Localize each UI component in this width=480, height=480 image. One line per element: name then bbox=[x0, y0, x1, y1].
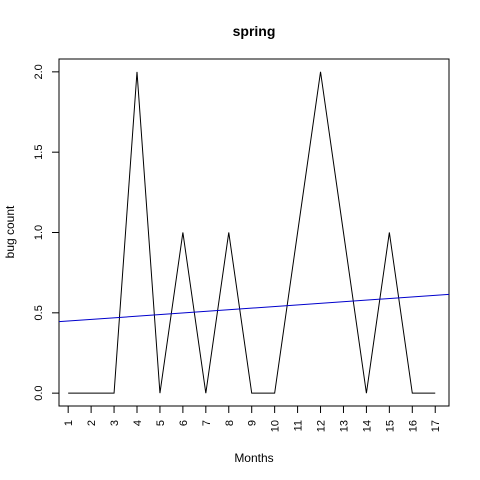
plot-area: 1 2 3 4 5 6 7 8 9 10 11 12 13 14 15 16 170.00.51.01.52.0 bbox=[33, 58, 450, 432]
y-tick-label: 1.0 bbox=[33, 225, 45, 240]
x-tick-label: 7 bbox=[201, 420, 213, 426]
x-tick-label: 5 bbox=[155, 420, 167, 426]
x-tick-label: 1 bbox=[63, 420, 75, 426]
chart-title: spring bbox=[233, 23, 276, 39]
y-tick-label: 0.0 bbox=[33, 385, 45, 400]
x-tick-label: 17 bbox=[430, 420, 442, 432]
x-tick-label: 2 bbox=[86, 420, 98, 426]
y-axis-label: bug count bbox=[3, 205, 17, 258]
x-tick-label: 16 bbox=[407, 420, 419, 432]
trend-line bbox=[58, 293, 450, 323]
x-tick-label: 6 bbox=[178, 420, 190, 426]
x-tick-label: 8 bbox=[224, 420, 236, 426]
x-tick-label: 10 bbox=[270, 420, 282, 432]
y-tick-label: 1.5 bbox=[33, 145, 45, 160]
x-tick-label: 13 bbox=[338, 420, 350, 432]
y-tick-label: 0.5 bbox=[33, 305, 45, 320]
y-tick-label: 2.0 bbox=[33, 64, 45, 79]
x-axis-label: Months bbox=[234, 451, 273, 465]
x-tick-label: 15 bbox=[384, 420, 396, 432]
x-tick-label: 14 bbox=[361, 420, 373, 432]
x-tick-label: 9 bbox=[247, 420, 259, 426]
series-line bbox=[68, 71, 436, 394]
x-tick-label: 11 bbox=[293, 420, 305, 431]
x-tick-label: 12 bbox=[316, 420, 328, 432]
x-tick-label: 4 bbox=[132, 420, 144, 426]
x-tick-label: 3 bbox=[109, 420, 121, 426]
